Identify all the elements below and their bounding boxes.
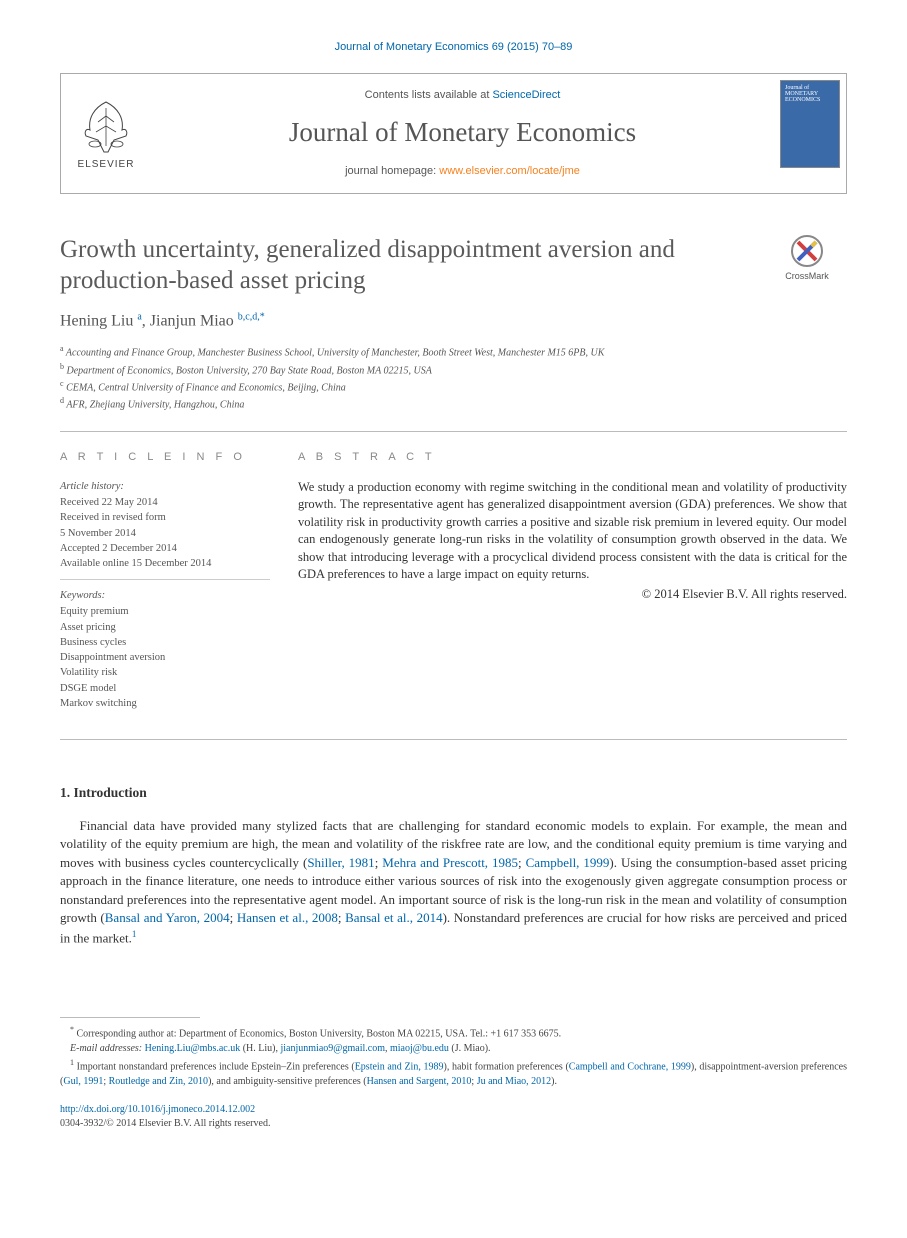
- article-title: Growth uncertainty, generalized disappoi…: [60, 234, 747, 297]
- author-name: Jianjun Miao: [150, 313, 234, 330]
- email-addresses-line: E-mail addresses: Hening.Liu@mbs.ac.uk (…: [60, 1042, 847, 1057]
- section-heading: 1. Introduction: [60, 784, 847, 803]
- keyword: Volatility risk: [60, 665, 270, 680]
- citation-link[interactable]: Mehra and Prescott, 1985: [382, 855, 518, 870]
- affiliation-line: d AFR, Zhejiang University, Hangzhou, Ch…: [60, 395, 847, 412]
- publisher-logo: ELSEVIER: [61, 74, 151, 193]
- history-line: Received 22 May 2014: [60, 495, 270, 510]
- abstract-label: A B S T R A C T: [298, 450, 847, 465]
- history-line: Available online 15 December 2014: [60, 556, 270, 571]
- citation-link[interactable]: Hansen et al., 2008: [237, 910, 338, 925]
- elsevier-tree-icon: [76, 96, 136, 156]
- email-link[interactable]: Hening.Liu@mbs.ac.uk: [145, 1043, 241, 1054]
- affiliations-block: a Accounting and Finance Group, Manchest…: [60, 343, 847, 412]
- keyword: Asset pricing: [60, 620, 270, 635]
- cover-title: Journal of MONETARY ECONOMICS: [785, 85, 835, 103]
- citation-link[interactable]: Routledge and Zin, 2010: [109, 1076, 208, 1087]
- affiliation-line: a Accounting and Finance Group, Manchest…: [60, 343, 847, 360]
- divider: [60, 739, 847, 740]
- doi-link[interactable]: http://dx.doi.org/10.1016/j.jmoneco.2014…: [60, 1104, 255, 1115]
- crossmark-badge[interactable]: CrossMark: [767, 234, 847, 283]
- citation-link[interactable]: Bansal et al., 2014: [345, 910, 442, 925]
- affiliation-line: b Department of Economics, Boston Univer…: [60, 361, 847, 378]
- keyword: Markov switching: [60, 696, 270, 711]
- author-aff-link[interactable]: a: [137, 313, 141, 330]
- crossmark-label: CrossMark: [785, 271, 829, 281]
- keywords-head: Keywords:: [60, 588, 270, 603]
- citation-link[interactable]: Shiller, 1981: [307, 855, 374, 870]
- citation-link[interactable]: Campbell and Cochrane, 1999: [569, 1061, 691, 1072]
- doi-line: http://dx.doi.org/10.1016/j.jmoneco.2014…: [60, 1103, 847, 1117]
- abstract-copyright: © 2014 Elsevier B.V. All rights reserved…: [298, 586, 847, 604]
- affiliation-line: c CEMA, Central University of Finance an…: [60, 378, 847, 395]
- footnote-separator: [60, 1017, 200, 1018]
- journal-homepage-link[interactable]: www.elsevier.com/locate/jme: [439, 165, 580, 177]
- email-link[interactable]: jianjunmiao9@gmail.com: [281, 1043, 385, 1054]
- keyword: Disappointment aversion: [60, 650, 270, 665]
- homepage-prefix: journal homepage:: [345, 165, 439, 177]
- article-info-label: A R T I C L E I N F O: [60, 450, 270, 465]
- history-line: Received in revised form: [60, 510, 270, 525]
- journal-header: ELSEVIER Contents lists available at Sci…: [60, 73, 847, 194]
- journal-name: Journal of Monetary Economics: [161, 114, 764, 152]
- body-paragraph: Financial data have provided many styliz…: [60, 817, 847, 948]
- citation-link[interactable]: Epstein and Zin, 1989: [355, 1061, 444, 1072]
- abstract-text: We study a production economy with regim…: [298, 479, 847, 584]
- abstract-column: A B S T R A C T We study a production ec…: [298, 450, 847, 711]
- crossmark-icon: [790, 234, 824, 268]
- history-line: Accepted 2 December 2014: [60, 541, 270, 556]
- email-link[interactable]: miaoj@bu.edu: [390, 1043, 449, 1054]
- article-info-column: A R T I C L E I N F O Article history: R…: [60, 450, 270, 711]
- journal-homepage-line: journal homepage: www.elsevier.com/locat…: [161, 164, 764, 179]
- sciencedirect-link[interactable]: ScienceDirect: [492, 89, 560, 101]
- corresponding-author-note: * Corresponding author at: Department of…: [60, 1024, 847, 1042]
- citation-link[interactable]: Bansal and Yaron, 2004: [105, 910, 230, 925]
- article-history-head: Article history:: [60, 479, 270, 494]
- footnotes-block: * Corresponding author at: Department of…: [60, 1024, 847, 1089]
- citation-link[interactable]: Gul, 1991: [63, 1076, 103, 1087]
- journal-reference: Journal of Monetary Economics 69 (2015) …: [60, 40, 847, 55]
- author-aff-link[interactable]: b,c,d,*: [238, 313, 265, 330]
- citation-link[interactable]: Ju and Miao, 2012: [477, 1076, 551, 1087]
- history-line: 5 November 2014: [60, 526, 270, 541]
- journal-cover-thumbnail: Journal of MONETARY ECONOMICS: [774, 74, 846, 193]
- contents-available-line: Contents lists available at ScienceDirec…: [161, 88, 764, 103]
- keyword: Business cycles: [60, 635, 270, 650]
- author-name: Hening Liu: [60, 313, 133, 330]
- keyword: Equity premium: [60, 604, 270, 619]
- keyword: DSGE model: [60, 681, 270, 696]
- footnote-ref[interactable]: 1: [132, 929, 137, 939]
- contents-prefix: Contents lists available at: [365, 89, 493, 101]
- publisher-name: ELSEVIER: [78, 158, 135, 172]
- citation-link[interactable]: Campbell, 1999: [526, 855, 610, 870]
- emails-label: E-mail addresses:: [70, 1043, 145, 1054]
- footnote-1: 1 Important nonstandard preferences incl…: [60, 1057, 847, 1089]
- issn-copyright-line: 0304-3932/© 2014 Elsevier B.V. All right…: [60, 1117, 847, 1131]
- citation-link[interactable]: Hansen and Sargent, 2010: [367, 1076, 472, 1087]
- authors-line: Hening Liu a, Jianjun Miao b,c,d,*: [60, 310, 847, 333]
